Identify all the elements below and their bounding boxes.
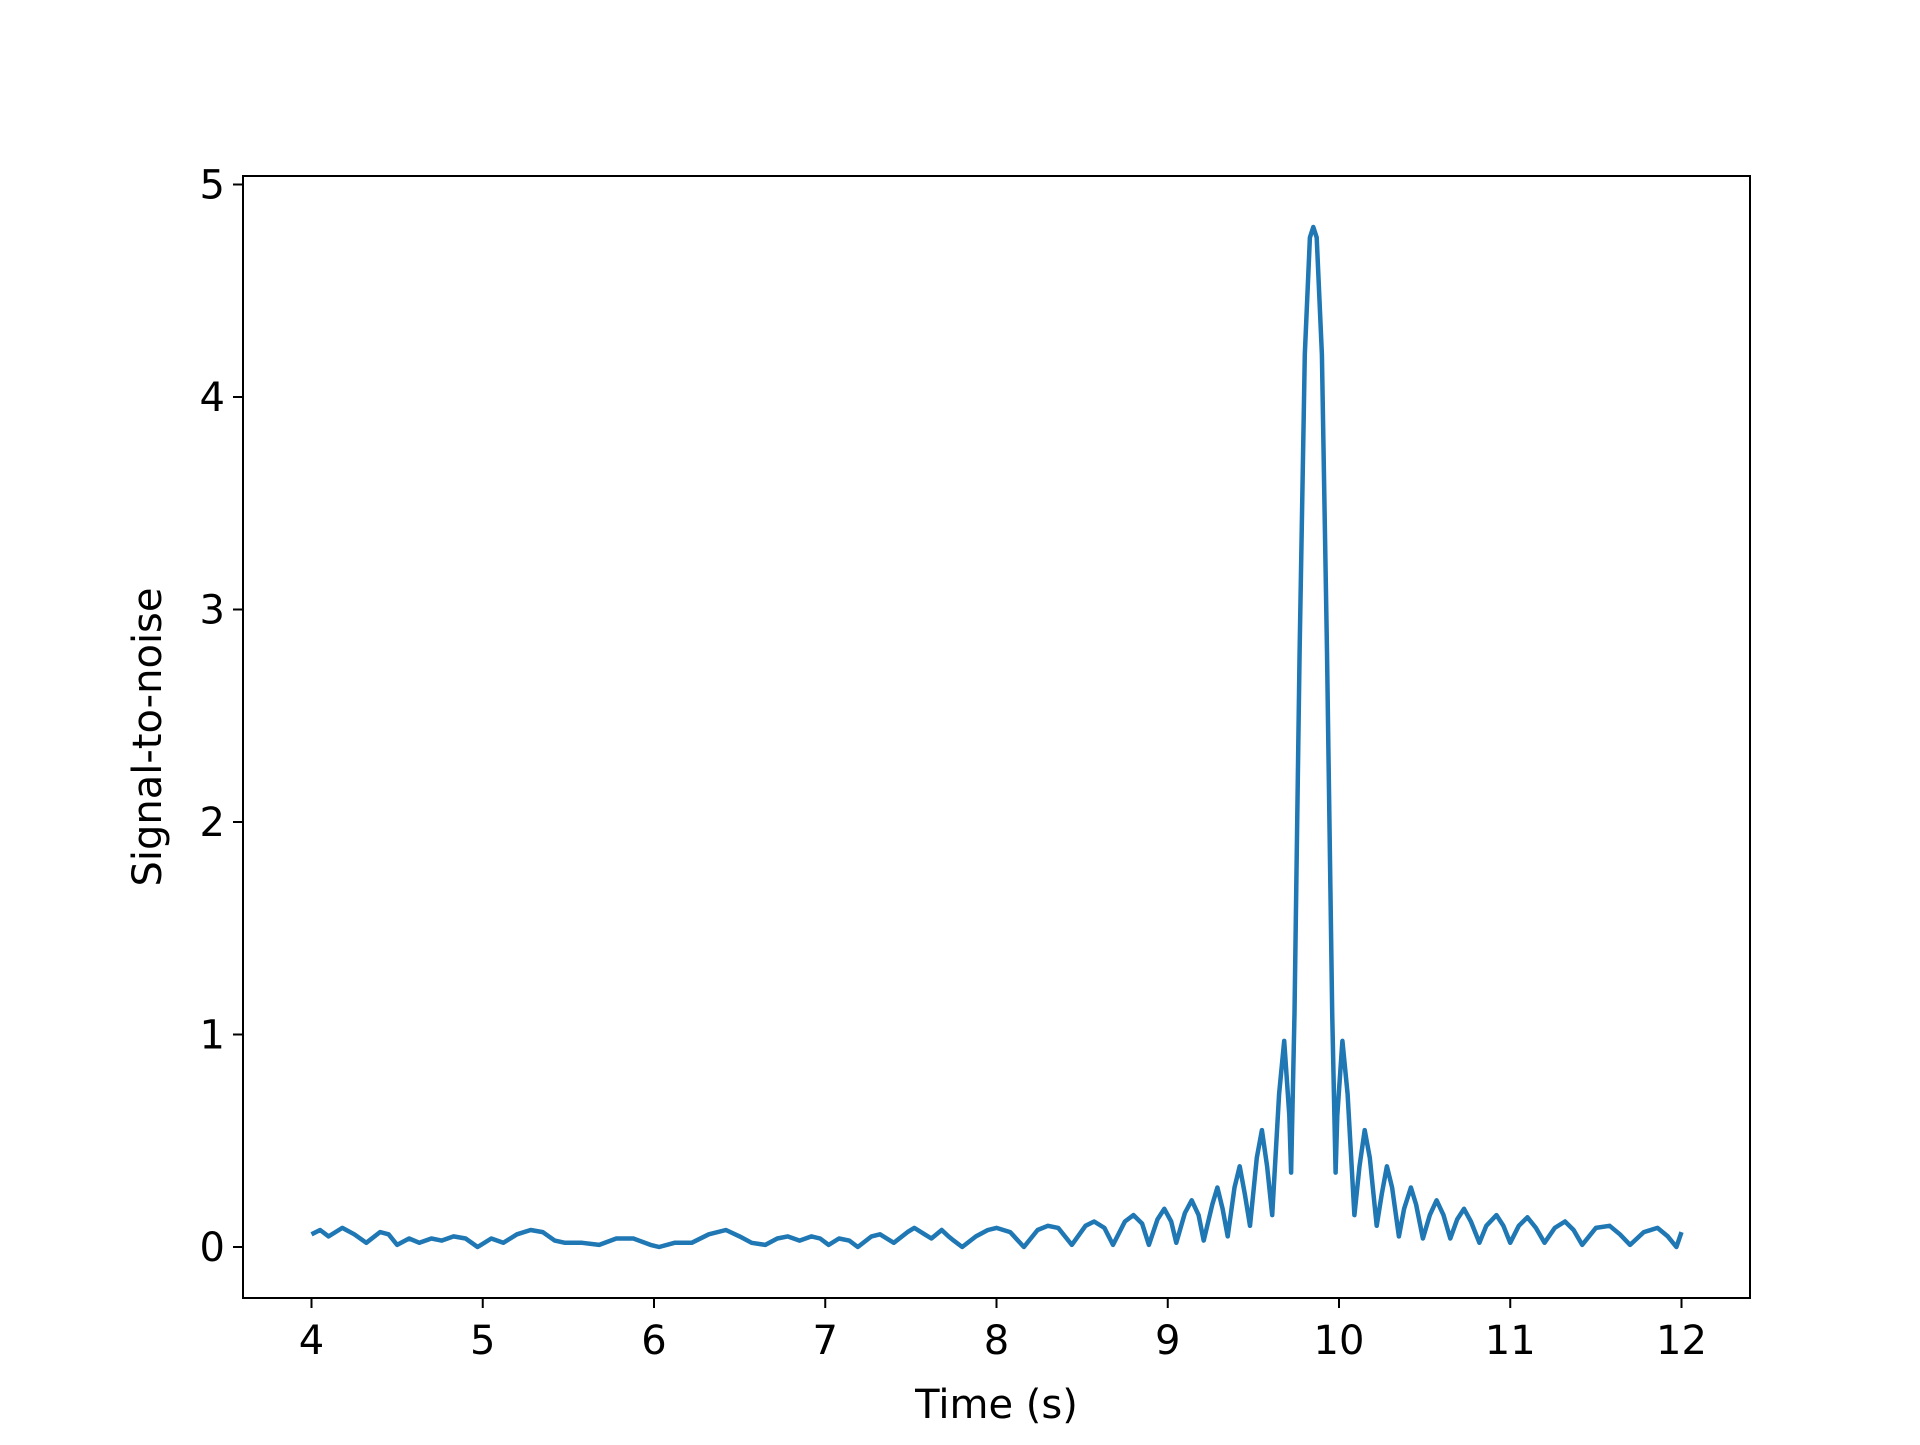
series-line [310, 224, 1684, 1250]
x-tick-label: 12 [1656, 1318, 1707, 1364]
x-tick-label: 6 [641, 1318, 666, 1364]
y-axis-label: Signal-to-noise [125, 587, 171, 886]
y-tick-label: 5 [200, 163, 225, 209]
y-tick-label: 1 [200, 1013, 225, 1059]
x-tick-label: 5 [470, 1318, 495, 1364]
y-tick-label: 4 [200, 375, 225, 421]
x-tick-label: 4 [299, 1318, 324, 1364]
x-tick-label: 11 [1485, 1318, 1536, 1364]
y-tick-label: 2 [200, 800, 225, 846]
plot-area [243, 176, 1750, 1298]
x-axis-ticks: 4 5 6 7 8 9 10 11 12 [299, 1298, 1707, 1364]
x-tick-label: 9 [1155, 1318, 1180, 1364]
x-tick-label: 7 [813, 1318, 838, 1364]
y-tick-label: 0 [200, 1225, 225, 1271]
x-tick-label: 8 [984, 1318, 1009, 1364]
y-axis-ticks: 0 1 2 3 4 5 [200, 163, 243, 1271]
y-tick-label: 3 [200, 588, 225, 634]
x-axis-label: Time (s) [914, 1382, 1078, 1428]
plot-frame [242, 175, 1751, 1299]
x-tick-label: 10 [1314, 1318, 1365, 1364]
